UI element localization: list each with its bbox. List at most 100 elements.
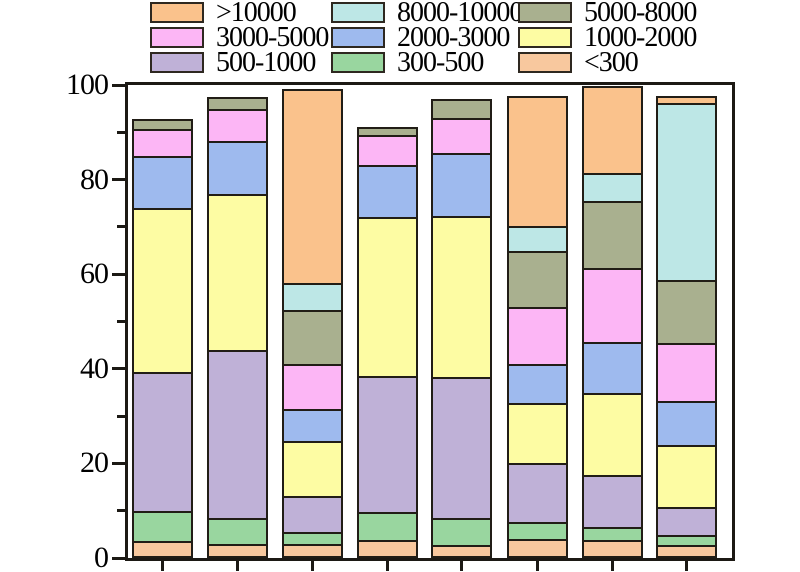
legend-item: >10000 (150, 0, 297, 28)
bar-segment-300-500 (658, 535, 715, 545)
bar-segment-300-500 (508, 521, 566, 539)
bar-group-5 (430, 99, 492, 558)
bar-group-6 (506, 95, 568, 558)
legend-item: 5000-8000 (518, 0, 697, 28)
bar-segment-300-500 (583, 527, 641, 540)
bar-segment-<300 (209, 544, 266, 556)
bar-segment->10000 (583, 87, 641, 173)
bar-segment-3000-5000 (583, 268, 641, 342)
legend-label: 3000-5000 (216, 22, 329, 53)
bar-segment-5000-8000 (134, 121, 191, 129)
bar-segment-1000-2000 (209, 194, 266, 350)
bar-group-8 (656, 95, 717, 558)
legend-item: 3000-5000 (150, 22, 329, 53)
bar-segment-5000-8000 (283, 310, 341, 364)
bar-segment-2000-3000 (658, 401, 715, 445)
y-axis-major-tick (112, 272, 125, 276)
bar-segment-2000-3000 (508, 363, 566, 403)
bar-segment-3000-5000 (658, 343, 715, 402)
bar-group-7 (581, 85, 643, 558)
bar-segment-5000-8000 (583, 200, 641, 269)
bar-segment-<300 (658, 544, 715, 556)
y-axis-minor-tick (117, 130, 125, 134)
legend-swatch-icon (331, 2, 385, 23)
x-axis-tick (610, 558, 614, 571)
legend-item: 8000-10000 (331, 0, 523, 27)
legend-swatch-icon (518, 2, 572, 23)
bar-segment-2000-3000 (134, 155, 191, 209)
y-axis-tick-label: 80 (80, 162, 109, 196)
bar-segment-8000-10000 (658, 102, 715, 281)
bar-segment-3000-5000 (432, 118, 490, 154)
legend-item: 2000-3000 (331, 22, 510, 53)
bar-segment->10000 (508, 97, 566, 227)
bar-segment-300-500 (359, 511, 417, 541)
x-axis-tick (236, 558, 239, 571)
bar-group-1 (132, 119, 193, 558)
y-axis-major-tick (112, 178, 125, 182)
bar-segment-2000-3000 (283, 409, 341, 442)
bar-segment-1000-2000 (658, 444, 715, 507)
bar-group-4 (357, 126, 419, 558)
y-axis-major-tick (112, 556, 125, 560)
bar-segment-5000-8000 (432, 101, 490, 119)
bar-segment-3000-5000 (134, 129, 191, 156)
legend-swatch-icon (518, 27, 572, 48)
bar-segment-3000-5000 (508, 306, 566, 364)
bar-segment-<300 (583, 539, 641, 556)
legend-swatch-icon (331, 52, 385, 73)
legend-item: 1000-2000 (518, 24, 697, 52)
bar-segment-300-500 (283, 531, 341, 545)
legend-swatch-icon (150, 27, 204, 48)
legend-label: <300 (584, 47, 639, 78)
bar-segment-3000-5000 (359, 135, 417, 166)
x-axis-tick (161, 558, 164, 571)
bar-segment-5000-8000 (209, 98, 266, 109)
bar-segment->10000 (283, 91, 341, 283)
legend-swatch-icon (150, 52, 204, 73)
legend-label: 2000-3000 (397, 22, 510, 53)
bar-segment-1000-2000 (508, 402, 566, 463)
bar-segment-300-500 (134, 510, 191, 542)
legend-swatch-icon (331, 27, 385, 48)
legend-label: 5000-8000 (584, 0, 697, 28)
x-axis-tick (386, 558, 390, 571)
bar-segment-1000-2000 (432, 216, 490, 378)
bar-segment-1000-2000 (583, 392, 641, 476)
bar-segment-5000-8000 (508, 251, 566, 307)
legend-swatch-icon (518, 52, 572, 73)
y-axis-minor-tick (117, 225, 125, 229)
legend: >10000 8000-10000 5000-8000 3000-5000 2000-3… (0, 0, 800, 78)
y-axis-major-tick (112, 83, 125, 87)
bar-segment-500-1000 (508, 462, 566, 522)
bar-segment-3000-5000 (209, 108, 266, 142)
legend-label: 300-500 (397, 47, 484, 78)
bar-segment-5000-8000 (658, 280, 715, 344)
bar-segment-2000-3000 (432, 153, 490, 217)
legend-label: 500-1000 (216, 47, 316, 78)
legend-swatch-icon (150, 2, 204, 23)
y-axis-tick-label: 0 (94, 541, 109, 572)
y-axis-tick-label: 20 (80, 446, 109, 480)
bar-segment-300-500 (209, 517, 266, 545)
bar-segment-1000-2000 (283, 441, 341, 496)
x-axis-tick (535, 558, 539, 571)
bar-segment-2000-3000 (359, 165, 417, 218)
y-axis-tick-label: 100 (66, 68, 109, 101)
y-axis-minor-tick (117, 320, 125, 323)
bar-segment-3000-5000 (283, 363, 341, 410)
bar-segment-500-1000 (359, 376, 417, 512)
legend-item: 500-1000 (150, 47, 316, 78)
bar-segment-<300 (283, 544, 341, 556)
x-axis-tick (685, 558, 688, 571)
bar-group-2 (207, 96, 268, 558)
bar-segment-8000-10000 (283, 282, 341, 311)
bar-segment-500-1000 (209, 349, 266, 518)
bar-segment-<300 (359, 540, 417, 556)
bar-segment-<300 (508, 538, 566, 556)
bar-segment-2000-3000 (209, 141, 266, 195)
bar-segment-8000-10000 (583, 172, 641, 201)
bar-segment-500-1000 (583, 475, 641, 528)
legend-label: >10000 (216, 0, 297, 28)
